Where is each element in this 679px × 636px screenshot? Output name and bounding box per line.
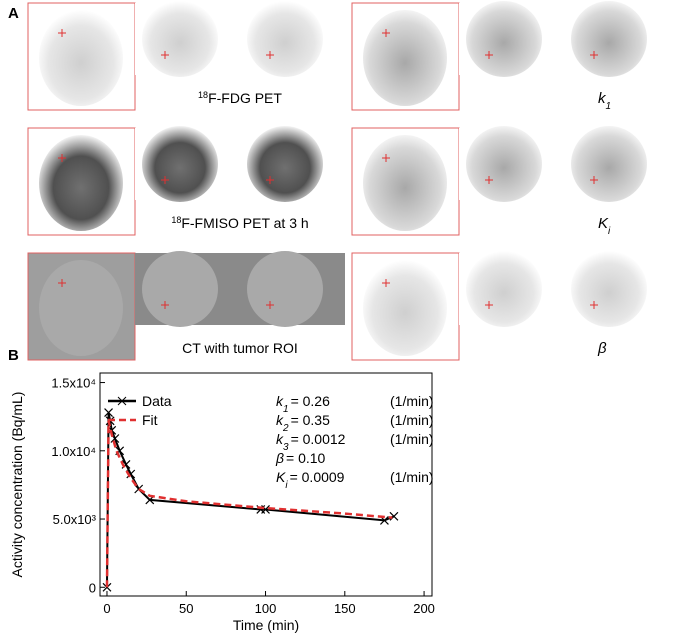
annotation: β = 0.10 [275,450,326,466]
x-tick-label: 50 [179,601,193,616]
image-content [571,1,647,77]
y-tick-label: 0 [89,580,96,595]
image-caption: β [597,340,607,357]
annotation: k3 = 0.0012 [276,431,346,453]
text-part: k [276,412,284,428]
text-part: 18 [198,90,208,100]
image-content [363,135,447,231]
legend-marker [117,396,127,406]
x-axis-label: Time (min) [233,617,299,633]
image-content [142,126,218,202]
x-tick-label: 100 [255,601,277,616]
data-marker [104,408,113,418]
series-line [105,420,393,588]
text-part: CT with tumor ROI [182,340,298,356]
panel-label: A [8,5,19,22]
x-tick-label: 0 [103,601,110,616]
text-part: i [285,480,288,491]
image-content [571,126,647,202]
image-caption: 18F-FDG PET [198,90,282,106]
annotation-unit: (1/min) [390,469,434,485]
text-part: k [276,431,284,447]
image-content [466,126,542,202]
text-part: 1 [606,101,612,112]
image-content [247,126,323,202]
image-content [247,251,323,327]
x-tick-label: 200 [413,601,435,616]
data-marker [389,511,399,521]
y-axis-label: Activity concentration (Bq/mL) [9,392,25,578]
annotation: Ki = 0.0009 [276,469,345,491]
image-caption: 18F-FMISO PET at 3 h [171,215,308,231]
image-content [39,135,123,231]
image-caption: Ki [598,215,611,237]
image-content [39,10,123,106]
panel-label: B [8,347,19,364]
text-part: k [598,90,607,107]
text-part: F-FMISO PET at 3 h [181,215,308,231]
data-marker [102,582,112,592]
text-part: 2 [282,423,289,434]
annotation-unit: (1/min) [390,431,434,447]
image-content [247,1,323,77]
text-part: i [608,226,611,237]
text-part: = 0.35 [291,412,331,428]
image-caption: CT with tumor ROI [182,340,298,356]
image-content [363,10,447,106]
image-caption: k1 [598,90,611,112]
text-part: K [276,469,286,485]
image-content [571,251,647,327]
text-part: β [275,450,284,466]
image-content [466,1,542,77]
text-part: = 0.0012 [291,431,346,447]
image-content [466,251,542,327]
text-part: 3 [283,442,289,453]
y-tick-label: 1.0x10⁴ [51,444,96,459]
y-tick-label: 5.0x10³ [53,512,97,527]
x-tick-label: 150 [334,601,356,616]
image-content [142,1,218,77]
legend-label: Fit [142,412,158,428]
text-part: F-FDG PET [208,90,282,106]
text-part: = 0.0009 [290,469,345,485]
text-part: 18 [171,215,181,225]
text-part: 1 [283,404,289,415]
image-content [363,260,447,356]
annotation-unit: (1/min) [390,393,434,409]
text-part: K [598,215,609,232]
annotation: k1 = 0.26 [276,393,330,415]
legend-label: Data [142,393,172,409]
y-tick-label: 1.5x10⁴ [51,376,96,391]
text-part: β [597,340,607,357]
text-part: k [276,393,284,409]
text-part: = 0.10 [286,450,326,466]
image-content [142,251,218,327]
annotation: k2 = 0.35 [276,412,330,434]
annotation-unit: (1/min) [390,412,434,428]
image-content [39,260,123,356]
text-part: = 0.26 [291,393,331,409]
